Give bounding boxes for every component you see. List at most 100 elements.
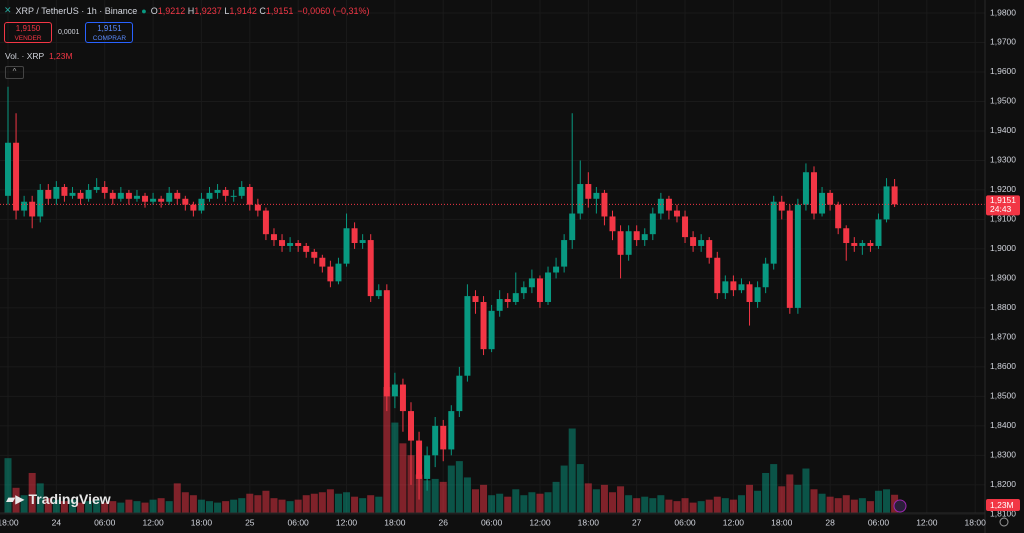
volume-bar <box>858 498 866 513</box>
candle-body <box>214 189 221 193</box>
buy-button[interactable]: 1,9151 COMPRAR <box>85 22 134 43</box>
icon: ✕ <box>4 5 12 15</box>
ohlc-letter: L <box>224 5 230 16</box>
collapse-button[interactable]: ^ <box>5 66 24 79</box>
y-tick-label: 1,8300 <box>990 450 1016 460</box>
candle-body <box>545 272 552 302</box>
volume-bar <box>206 501 213 513</box>
candle-body <box>593 192 600 199</box>
volume-bar <box>447 465 455 513</box>
ohlc: O1,9212 H1,9237 L1,9142 C1,9151 <box>151 6 294 16</box>
volume-bar <box>818 493 826 513</box>
volume-bar <box>262 490 270 513</box>
candle-body <box>714 257 721 294</box>
candle-body <box>174 192 181 199</box>
candle-body <box>690 237 697 246</box>
candle-body <box>472 296 479 302</box>
candle-body <box>811 172 817 214</box>
candle-body <box>536 278 543 302</box>
volume-title: Vol. · XRP <box>5 51 45 61</box>
candle-body <box>109 192 116 199</box>
candle-body <box>633 231 640 241</box>
candle-body <box>448 411 455 450</box>
x-tick-label: 28 <box>825 517 835 527</box>
candle-body <box>480 301 487 350</box>
candle-body <box>238 186 245 196</box>
candle-body <box>416 440 423 479</box>
candle-body <box>101 186 108 193</box>
candle-body <box>520 287 527 294</box>
candle-body <box>69 192 76 196</box>
candle-body <box>367 240 374 297</box>
candle-body <box>117 192 124 199</box>
candle-body <box>657 198 664 214</box>
candle-body <box>287 243 294 246</box>
candle-body <box>85 189 92 199</box>
lightning-icon[interactable] <box>893 499 907 513</box>
y-tick-label: 1,9100 <box>990 214 1016 224</box>
spread: 0,0001 <box>58 29 80 36</box>
volume-bar <box>157 498 165 513</box>
x-tick-label: 26 <box>439 517 449 527</box>
candle-body <box>682 216 689 238</box>
volume-bar <box>600 484 608 513</box>
candle-body <box>408 411 414 441</box>
volume-bar <box>270 498 278 513</box>
candle-body <box>29 201 36 217</box>
y-tick-label: 1,9800 <box>990 7 1016 17</box>
volume-bar <box>133 501 141 513</box>
volume-bar <box>93 499 101 513</box>
volume-bar <box>689 502 697 513</box>
candle-body <box>738 284 745 291</box>
volume-bar <box>246 493 254 513</box>
volume-bar <box>165 501 173 513</box>
x-tick-label: 12:00 <box>916 517 938 527</box>
settings-icon[interactable] <box>999 517 1009 527</box>
y-tick-label: 1,9700 <box>990 37 1016 47</box>
candle-body <box>206 192 213 199</box>
candle-body <box>625 231 632 255</box>
candle-body <box>142 195 149 202</box>
candle-body <box>190 204 197 211</box>
volume-bar <box>149 499 157 513</box>
volume-bar <box>294 499 302 513</box>
y-tick-label: 1,8700 <box>990 332 1016 342</box>
x-tick-label: 06:00 <box>94 517 116 527</box>
sell-button[interactable]: 1,9150 VENDER <box>4 22 52 43</box>
volume-bar <box>536 493 544 513</box>
candle-body <box>843 228 850 244</box>
volume-tag <box>986 499 1020 511</box>
sell-label: VENDER <box>14 35 42 42</box>
volume-bar <box>173 483 181 513</box>
ohlc-letter: C <box>259 5 266 16</box>
candle-body <box>432 425 439 456</box>
y-tick-label: 1,8500 <box>990 391 1016 401</box>
candle-body <box>246 186 253 205</box>
candle-body <box>359 240 366 244</box>
volume-bar <box>488 495 496 513</box>
candle-body <box>851 243 858 246</box>
candle-body <box>762 263 769 288</box>
volume-bar <box>737 495 745 513</box>
candle-body <box>351 228 358 244</box>
candle-body <box>504 299 511 302</box>
buy-price: 1,9151 <box>97 24 122 33</box>
candle-body <box>802 172 809 205</box>
y-tick-label: 1,8800 <box>990 302 1016 312</box>
x-tick-label: 18:00 <box>578 517 600 527</box>
change: −0,0060 (−0,31%) <box>297 5 370 16</box>
x-tick-label: 12:00 <box>529 517 551 527</box>
volume-bar <box>141 502 149 513</box>
legend: ✕ XRP / TetherUS · 1h · Binance ● O1,921… <box>4 5 369 16</box>
volume-bar <box>681 498 689 513</box>
volume-bar <box>383 387 391 513</box>
candle-body <box>45 189 52 199</box>
candle-body <box>343 228 350 264</box>
volume-bar <box>214 502 222 513</box>
candle-body <box>859 243 866 246</box>
buy-label: COMPRAR <box>92 35 127 42</box>
volume-bar <box>238 498 246 513</box>
